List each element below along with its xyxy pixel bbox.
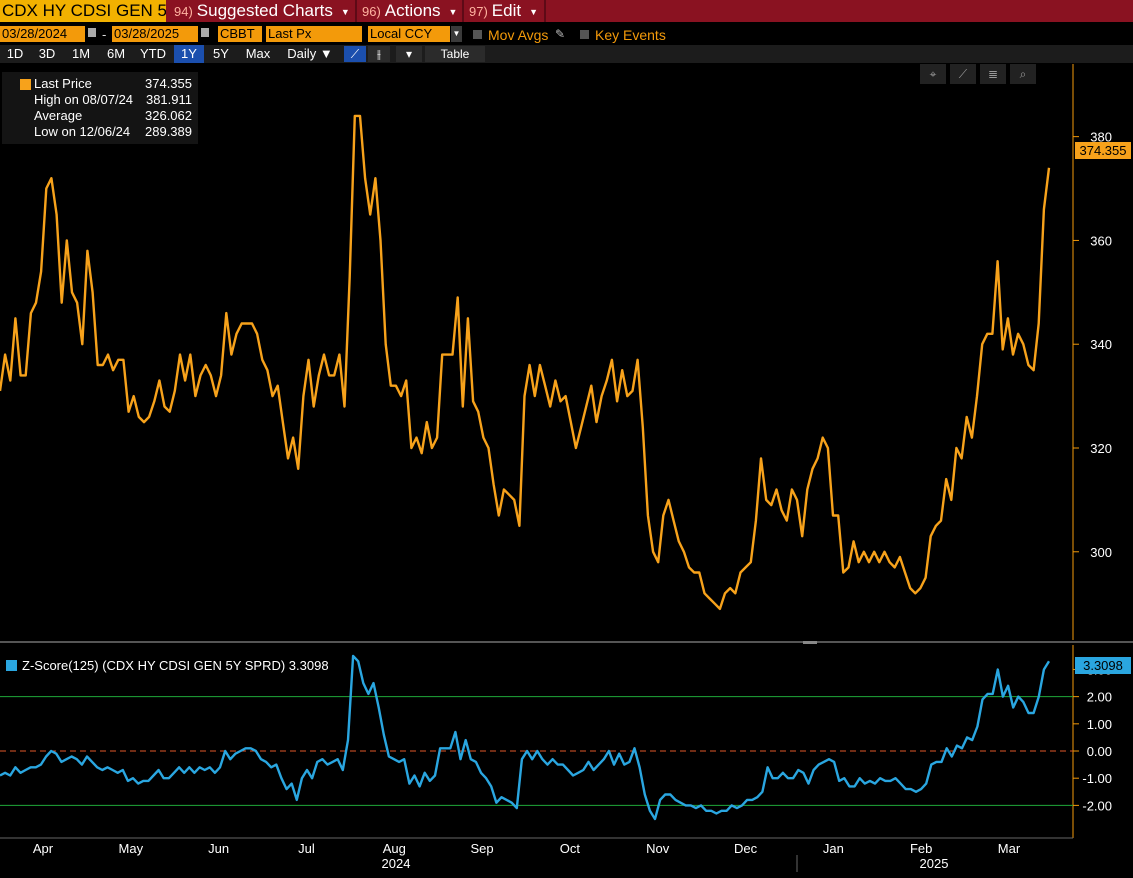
suggested-charts-menu[interactable]: 94) Suggested Charts ▼ (174, 0, 350, 22)
period-button-1d[interactable]: 1D (6, 46, 24, 61)
y-tick-label: -1.00 (1082, 771, 1112, 786)
panel-resize-handle (803, 641, 817, 644)
caret-down-icon: ▼ (529, 6, 539, 17)
x-tick-label: Feb (910, 841, 932, 856)
x-tick-label: Jan (823, 841, 844, 856)
menu-label: Suggested Charts (196, 1, 333, 20)
x-tick-label: Dec (734, 841, 758, 856)
x-tick-label: Aug (383, 841, 406, 856)
zscore-flag: 3.3098 (1075, 657, 1131, 674)
period-button-1m[interactable]: 1M (71, 46, 91, 61)
menu-label: Edit (491, 1, 522, 20)
legend-low: Low on 12/06/24 289.389 (2, 124, 198, 140)
candlestick-icon[interactable]: ⫲ (368, 46, 390, 62)
orange-swatch (20, 79, 31, 90)
annotations-icon[interactable]: ≣ (980, 64, 1006, 84)
source-field[interactable]: CBBT (218, 26, 262, 42)
legend-value: 326.062 (145, 108, 192, 123)
mov-avgs-label[interactable]: Mov Avgs (488, 27, 549, 43)
x-tick-label: Apr (33, 841, 54, 856)
calendar-icon[interactable] (88, 28, 96, 37)
legend-label: Low on 12/06/24 (34, 124, 131, 139)
legend-average: Average 326.062 (2, 108, 198, 124)
chevron-down-icon[interactable]: ▼ (451, 26, 462, 42)
y-tick-label: 2.00 (1087, 690, 1112, 705)
legend-value: 374.355 (145, 76, 192, 91)
period-button-6m[interactable]: 6M (106, 46, 126, 61)
calendar-icon[interactable] (201, 28, 209, 37)
top-toolbar: CDX HY CDSI GEN 5Y 94) Suggested Charts ▼ … (0, 0, 1133, 22)
zscore-legend-label: Z-Score(125) (CDX HY CDSI GEN 5Y SPRD) 3… (22, 658, 329, 673)
legend-label: Last Price (34, 76, 92, 91)
x-tick-label: Oct (560, 841, 581, 856)
key-events-checkbox[interactable] (580, 30, 589, 39)
x-tick-label: Jun (208, 841, 229, 856)
frequency-select[interactable]: Daily ▼ (287, 46, 333, 61)
period-button-ytd[interactable]: YTD (140, 46, 166, 61)
x-tick-label: Mar (998, 841, 1021, 856)
period-button-5y[interactable]: 5Y (213, 46, 229, 61)
x-tick-label: Nov (646, 841, 670, 856)
frequency-label: Daily (287, 46, 317, 61)
divider (544, 0, 546, 22)
menu-number: 97) (469, 4, 488, 19)
menu-label: Actions (384, 1, 441, 20)
x-year-label: 2025 (920, 856, 949, 871)
menu-number: 96) (362, 4, 381, 19)
y-tick-label: 340 (1090, 337, 1112, 352)
divider (462, 0, 464, 22)
period-button-3d[interactable]: 3D (38, 46, 56, 61)
edit-menu[interactable]: 97) Edit ▼ (469, 0, 538, 22)
pencil-icon[interactable]: ✎ (555, 27, 566, 41)
legend-label: Average (34, 108, 83, 123)
y-tick-label: 300 (1090, 545, 1112, 560)
security-ticker-field[interactable]: CDX HY CDSI GEN 5Y (0, 0, 166, 22)
y-tick-label: 0.00 (1087, 744, 1112, 759)
start-date-field[interactable]: 03/28/2024 (0, 26, 85, 42)
key-events-label[interactable]: Key Events (595, 27, 666, 43)
x-year-label: 2024 (382, 856, 411, 871)
period-button-1y[interactable]: 1Y (174, 45, 204, 63)
crosshair-icon[interactable]: ⌖ (920, 64, 946, 84)
last-price-flag: 374.355 (1075, 142, 1131, 159)
y-tick-label: 360 (1090, 233, 1112, 248)
menu-number: 94) (174, 4, 193, 19)
caret-down-icon: ▼ (340, 6, 350, 17)
y-tick-label: -2.00 (1082, 798, 1112, 813)
end-date-field[interactable]: 03/28/2025 (112, 26, 198, 42)
legend-label: High on 08/07/24 (34, 92, 134, 107)
legend-value: 289.389 (145, 124, 192, 139)
divider (355, 0, 357, 22)
zoom-icon[interactable]: ⌕ (1010, 64, 1036, 84)
chart-type-dropdown-icon[interactable]: ▾ (396, 46, 422, 62)
period-button-max[interactable]: Max (245, 46, 271, 61)
draw-line-icon[interactable]: ⟋ (950, 64, 976, 84)
y-tick-label: 320 (1090, 441, 1112, 456)
line-chart-icon[interactable]: ⟋ (344, 46, 366, 62)
actions-menu[interactable]: 96) Actions ▼ (362, 0, 457, 22)
legend-last-price: Last Price 374.355 (2, 76, 198, 92)
caret-down-icon: ▼ (448, 6, 458, 17)
controls-bar: 03/28/2024 - 03/28/2025 CBBT Last Px Loc… (0, 24, 1133, 44)
zscore-series-line (0, 654, 1051, 821)
zscore-legend: Z-Score(125) (CDX HY CDSI GEN 5Y SPRD) 3… (6, 657, 329, 675)
legend-high: High on 08/07/24 381.911 (2, 92, 198, 108)
legend-value: 381.911 (145, 92, 192, 107)
x-tick-label: Sep (471, 841, 494, 856)
table-button[interactable]: Table (425, 46, 485, 62)
date-separator: - (102, 27, 107, 42)
currency-select[interactable]: Local CCY (368, 26, 450, 42)
price-legend: Last Price 374.355 High on 08/07/24 381.… (2, 72, 198, 144)
x-tick-label: May (119, 841, 144, 856)
period-bar: 1D 3D 1M 6M YTD 1Y 5Y Max Daily ▼ ⟋ ⫲ ▾ … (0, 45, 1133, 63)
mov-avgs-checkbox[interactable] (473, 30, 482, 39)
field-select[interactable]: Last Px (266, 26, 362, 42)
blue-swatch (6, 660, 17, 671)
x-tick-label: Jul (298, 841, 315, 856)
price-series-line (0, 114, 1051, 611)
y-tick-label: 1.00 (1087, 717, 1112, 732)
